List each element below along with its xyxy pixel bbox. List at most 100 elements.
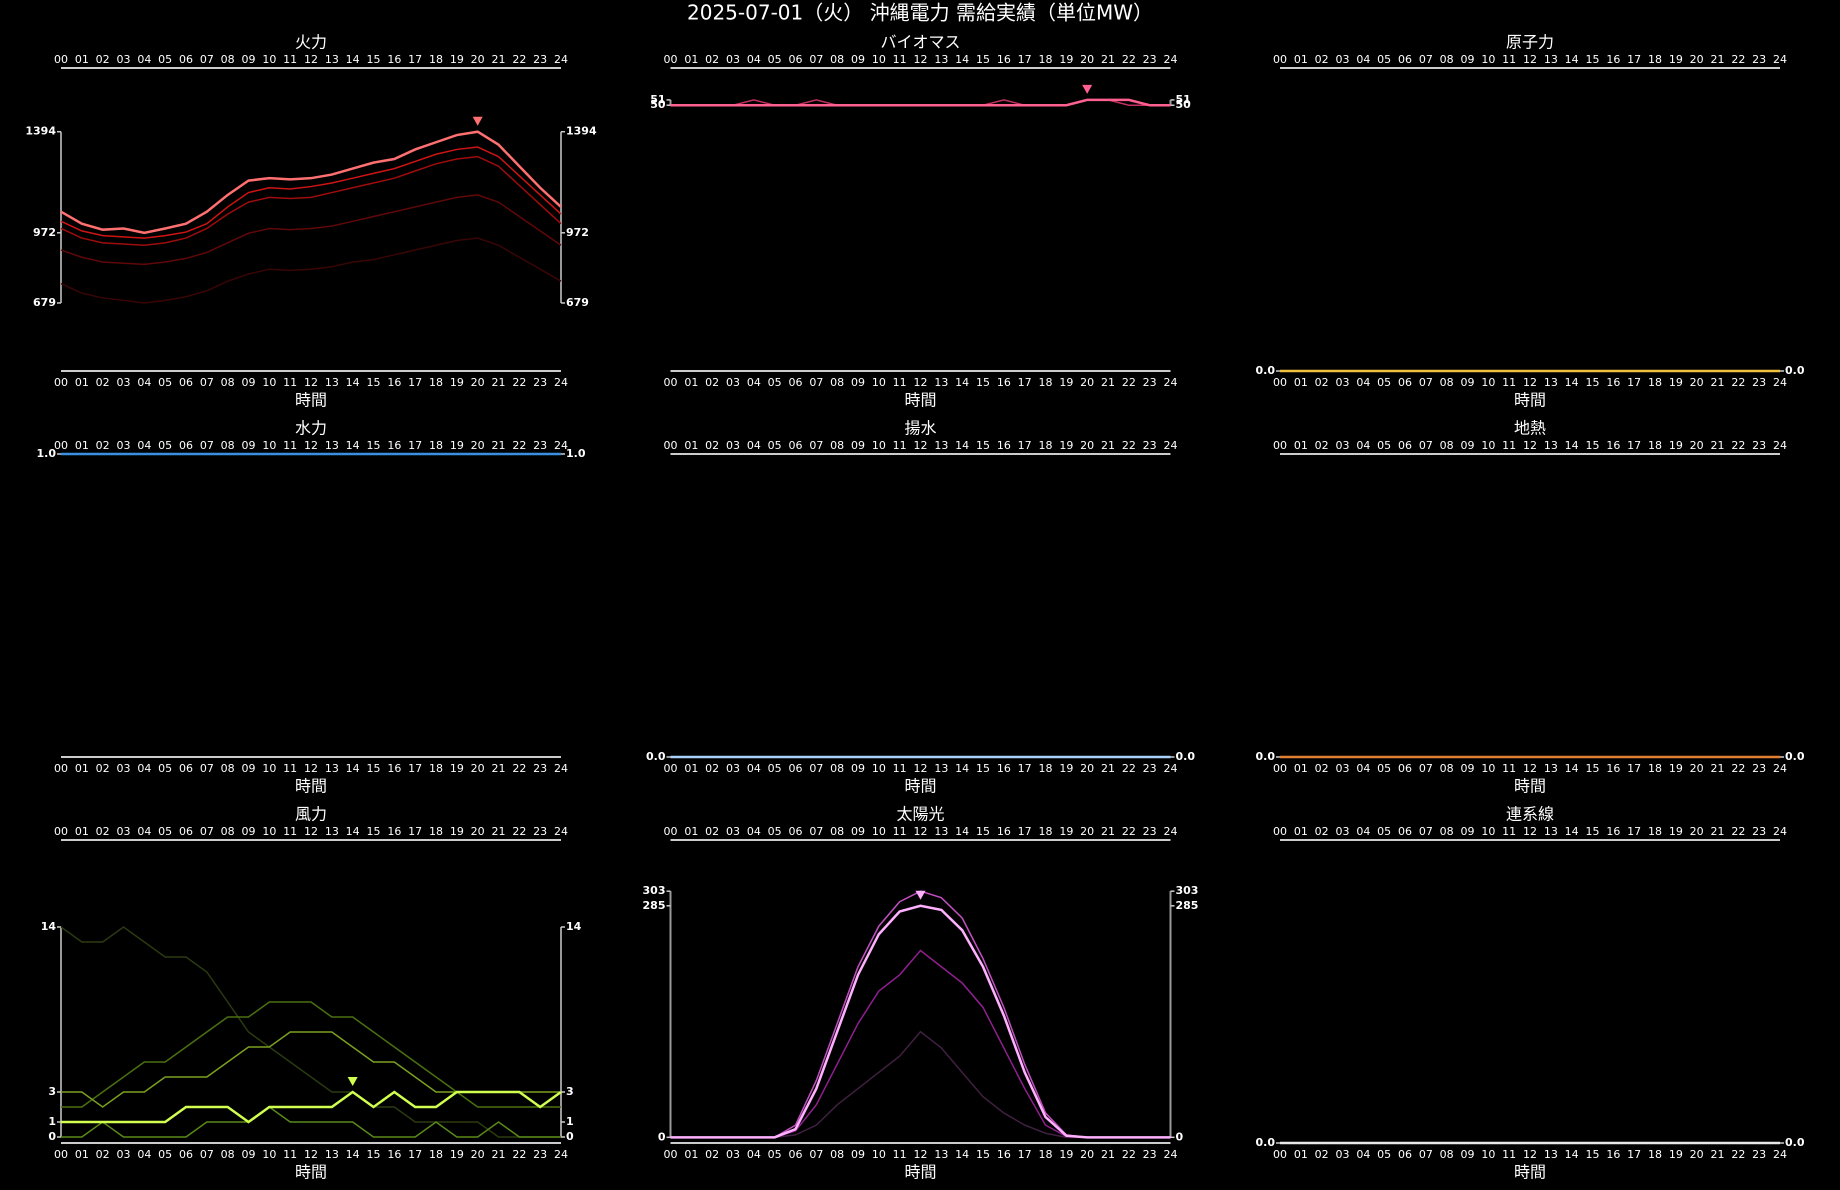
x-tick-label: 14: [346, 762, 360, 775]
x-tick-label: 15: [1586, 1148, 1600, 1161]
y-tick-label: 0: [48, 1130, 56, 1143]
x-tick-label: 15: [367, 762, 381, 775]
x-tick-label: 17: [1627, 825, 1641, 838]
x-tick-label: 00: [664, 53, 678, 66]
x-tick-label: 08: [1440, 1148, 1454, 1161]
x-tick-label: 23: [1752, 762, 1766, 775]
x-tick-label: 07: [809, 53, 823, 66]
x-tick-label: 21: [492, 825, 506, 838]
x-tick-label: 07: [200, 376, 214, 389]
x-tick-label: 10: [872, 439, 886, 452]
x-tick-label: 06: [789, 53, 803, 66]
x-tick-label: 19: [1669, 376, 1683, 389]
y-tick-label: 0: [1176, 1130, 1184, 1143]
x-tick-label: 13: [1544, 53, 1558, 66]
x-tick-label: 01: [684, 825, 698, 838]
x-tick-label: 06: [179, 53, 193, 66]
x-tick-label: 00: [1273, 762, 1287, 775]
x-tick-label: 04: [1356, 53, 1370, 66]
x-tick-label: 21: [1711, 825, 1725, 838]
y-tick-label: 303: [1176, 884, 1199, 897]
y-tick-label: 1.0: [566, 447, 586, 460]
x-tick-label: 11: [1502, 53, 1516, 66]
panel-title: 連系線: [1506, 805, 1554, 824]
x-tick-label: 21: [1101, 1148, 1115, 1161]
x-tick-label: 13: [325, 439, 339, 452]
x-tick-label: 07: [809, 825, 823, 838]
x-tick-label: 02: [705, 376, 719, 389]
x-tick-label: 10: [262, 1148, 276, 1161]
y-tick-label: 285: [1176, 899, 1199, 912]
x-tick-label: 23: [533, 762, 547, 775]
x-tick-label: 14: [346, 376, 360, 389]
x-tick-label: 22: [512, 825, 526, 838]
x-tick-label: 03: [117, 439, 131, 452]
x-tick-label: 15: [1586, 762, 1600, 775]
x-tick-label: 18: [429, 762, 443, 775]
x-tick-label: 03: [117, 825, 131, 838]
x-tick-label: 07: [200, 762, 214, 775]
x-tick-label: 00: [1273, 376, 1287, 389]
x-tick-label: 10: [262, 762, 276, 775]
x-tick-label: 04: [137, 376, 151, 389]
x-tick-label: 12: [304, 376, 318, 389]
x-tick-label: 04: [1356, 439, 1370, 452]
x-tick-label: 03: [117, 376, 131, 389]
x-tick-label: 05: [768, 53, 782, 66]
x-tick-label: 03: [1336, 1148, 1350, 1161]
x-tick-label: 24: [1164, 376, 1178, 389]
x-tick-label: 01: [1294, 376, 1308, 389]
x-tick-label: 16: [387, 762, 401, 775]
x-tick-label: 15: [976, 439, 990, 452]
y-tick-label: 0: [566, 1130, 574, 1143]
x-tick-label: 11: [1502, 762, 1516, 775]
x-tick-label: 14: [1565, 376, 1579, 389]
y-tick-label: 3: [566, 1085, 574, 1098]
x-tick-label: 18: [429, 53, 443, 66]
x-tick-label: 00: [54, 762, 68, 775]
x-tick-label: 08: [830, 439, 844, 452]
panel-title: 太陽光: [896, 805, 944, 824]
x-tick-label: 03: [117, 53, 131, 66]
x-tick-label: 04: [747, 376, 761, 389]
x-tick-label: 18: [1648, 1148, 1662, 1161]
panel-title: 水力: [295, 419, 327, 438]
x-tick-label: 17: [408, 53, 422, 66]
x-tick-label: 12: [914, 1148, 928, 1161]
panel-title: バイオマス: [880, 33, 960, 52]
x-tick-label: 19: [450, 376, 464, 389]
x-tick-label: 02: [1315, 1148, 1329, 1161]
x-tick-label: 23: [1752, 1148, 1766, 1161]
x-tick-label: 14: [1565, 825, 1579, 838]
x-tick-label: 00: [1273, 825, 1287, 838]
x-tick-label: 15: [976, 825, 990, 838]
x-tick-label: 09: [1461, 1148, 1475, 1161]
x-tick-label: 16: [387, 376, 401, 389]
x-tick-label: 10: [872, 53, 886, 66]
y-tick-label: 972: [33, 226, 56, 239]
x-tick-label: 13: [325, 53, 339, 66]
x-tick-label: 11: [1502, 376, 1516, 389]
x-tick-label: 00: [1273, 53, 1287, 66]
x-tick-label: 17: [408, 1148, 422, 1161]
x-tick-label: 14: [955, 439, 969, 452]
x-tick-label: 02: [96, 376, 110, 389]
x-tick-label: 22: [1731, 376, 1745, 389]
x-tick-label: 16: [387, 825, 401, 838]
series-line: [60, 146, 562, 239]
y-tick-label: 1: [566, 1115, 574, 1128]
x-tick-label: 07: [1419, 53, 1433, 66]
x-tick-label: 05: [1377, 1148, 1391, 1161]
x-tick-label: 13: [934, 825, 948, 838]
x-tick-label: 12: [1523, 439, 1537, 452]
x-tick-label: 04: [137, 1148, 151, 1161]
x-tick-label: 05: [768, 762, 782, 775]
x-tick-label: 04: [137, 762, 151, 775]
x-tick-label: 12: [914, 376, 928, 389]
x-tick-label: 17: [1627, 376, 1641, 389]
x-tick-label: 24: [1773, 439, 1787, 452]
x-tick-label: 06: [1398, 53, 1412, 66]
x-tick-label: 07: [1419, 376, 1433, 389]
x-tick-label: 17: [1627, 53, 1641, 66]
x-tick-label: 19: [1669, 53, 1683, 66]
